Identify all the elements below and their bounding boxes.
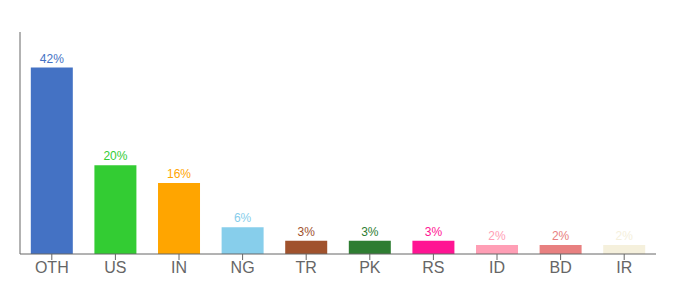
svg-text:US: US — [104, 259, 126, 276]
svg-text:20%: 20% — [103, 149, 127, 163]
svg-text:6%: 6% — [234, 211, 252, 225]
svg-text:TR: TR — [296, 259, 317, 276]
svg-text:IR: IR — [616, 259, 632, 276]
svg-text:42%: 42% — [40, 52, 64, 66]
svg-text:OTH: OTH — [35, 259, 69, 276]
svg-text:3%: 3% — [361, 225, 379, 239]
svg-text:16%: 16% — [167, 167, 191, 181]
svg-text:BD: BD — [549, 259, 571, 276]
svg-text:RS: RS — [422, 259, 444, 276]
svg-text:ID: ID — [489, 259, 505, 276]
svg-text:2%: 2% — [616, 229, 634, 243]
svg-text:PK: PK — [359, 259, 381, 276]
svg-text:3%: 3% — [298, 225, 316, 239]
svg-text:IN: IN — [171, 259, 187, 276]
svg-text:2%: 2% — [488, 229, 506, 243]
svg-text:NG: NG — [231, 259, 255, 276]
svg-text:2%: 2% — [552, 229, 570, 243]
svg-text:3%: 3% — [425, 225, 443, 239]
